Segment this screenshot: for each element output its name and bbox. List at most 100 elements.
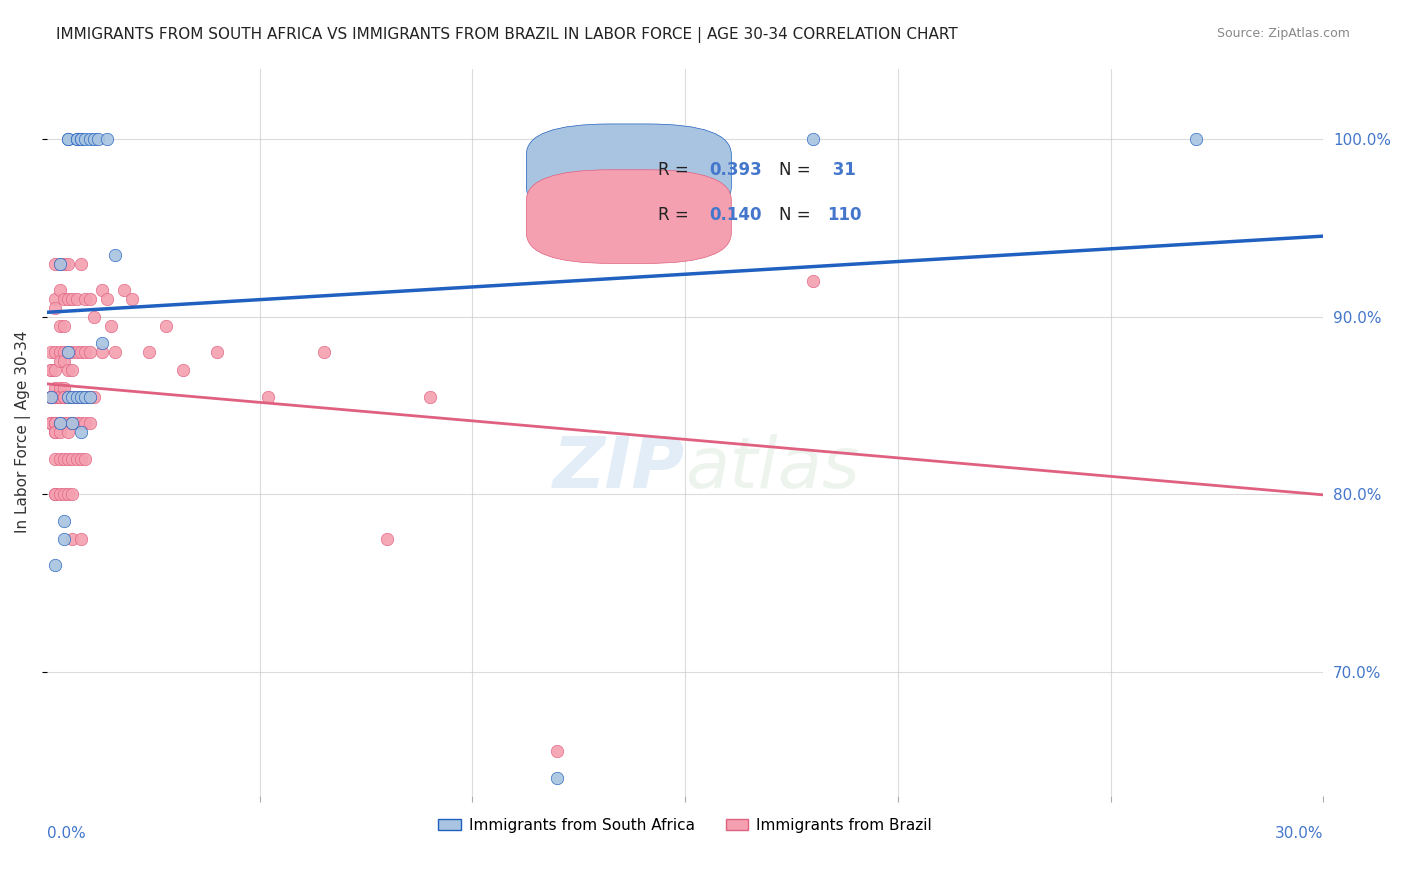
Point (62, 451, 84, 466)
Point (44, 301, 66, 315)
Point (83, 390, 105, 404)
Point (66, 132, 89, 146)
Point (75, 451, 97, 466)
Point (44, 417, 66, 431)
Point (48, 390, 70, 404)
Point (66, 390, 89, 404)
Point (44, 381, 66, 395)
Point (83, 132, 105, 146)
Point (48, 318, 70, 333)
Point (62, 363, 84, 377)
Point (66, 292, 89, 306)
Point (66, 390, 89, 404)
Point (172, 363, 194, 377)
Point (1184, 132, 1206, 146)
Point (58, 487, 80, 501)
Point (70, 132, 93, 146)
Point (48, 417, 70, 431)
Point (53, 345, 76, 359)
Point (44, 417, 66, 431)
Point (70, 451, 93, 466)
Point (70, 417, 93, 431)
Point (257, 390, 280, 404)
Point (53, 390, 76, 404)
Point (39, 390, 62, 404)
Point (53, 417, 76, 431)
Point (91, 336, 114, 351)
Point (53, 257, 76, 271)
Point (53, 451, 76, 466)
Point (39, 417, 62, 431)
Point (48, 425, 70, 439)
Point (48, 283, 70, 297)
Point (53, 292, 76, 306)
Point (70, 257, 93, 271)
Point (48, 381, 70, 395)
Point (48, 417, 70, 431)
Point (58, 132, 80, 146)
Point (44, 558, 66, 573)
Point (96, 292, 118, 306)
Point (104, 248, 127, 262)
Point (62, 417, 84, 431)
Text: ZIP: ZIP (553, 434, 685, 503)
Point (44, 390, 66, 404)
Point (79, 132, 101, 146)
Point (70, 390, 93, 404)
Point (155, 318, 177, 333)
Point (419, 390, 441, 404)
Point (44, 390, 66, 404)
Point (801, 132, 824, 146)
Point (39, 390, 62, 404)
Point (44, 390, 66, 404)
Point (58, 390, 80, 404)
Point (48, 257, 70, 271)
Point (53, 487, 76, 501)
Point (79, 417, 101, 431)
Point (39, 363, 62, 377)
Point (70, 532, 93, 546)
Point (44, 425, 66, 439)
Point (44, 417, 66, 431)
Point (48, 257, 70, 271)
Point (96, 132, 118, 146)
Point (39, 417, 62, 431)
Point (75, 345, 97, 359)
Point (48, 487, 70, 501)
Point (104, 345, 127, 359)
Point (39, 390, 62, 404)
Point (83, 310, 105, 324)
Point (547, 744, 569, 758)
Point (79, 345, 101, 359)
Point (75, 390, 97, 404)
Point (39, 363, 62, 377)
Point (62, 292, 84, 306)
Point (121, 292, 143, 306)
Point (70, 132, 93, 146)
Point (79, 292, 101, 306)
Text: Source: ZipAtlas.com: Source: ZipAtlas.com (1216, 27, 1350, 40)
Point (138, 345, 160, 359)
Point (62, 487, 84, 501)
Point (48, 451, 70, 466)
Y-axis label: In Labor Force | Age 30-34: In Labor Force | Age 30-34 (15, 331, 31, 533)
Point (58, 257, 80, 271)
Point (70, 390, 93, 404)
Point (62, 345, 84, 359)
Text: atlas: atlas (685, 434, 859, 503)
Point (53, 354, 76, 368)
Point (62, 417, 84, 431)
Point (48, 417, 70, 431)
Point (58, 132, 80, 146)
Point (66, 132, 89, 146)
Point (62, 390, 84, 404)
Point (44, 345, 66, 359)
Point (58, 417, 80, 431)
Point (79, 390, 101, 404)
Point (91, 283, 114, 297)
Point (112, 283, 135, 297)
Point (44, 487, 66, 501)
Point (53, 514, 76, 528)
Point (58, 451, 80, 466)
Point (79, 390, 101, 404)
